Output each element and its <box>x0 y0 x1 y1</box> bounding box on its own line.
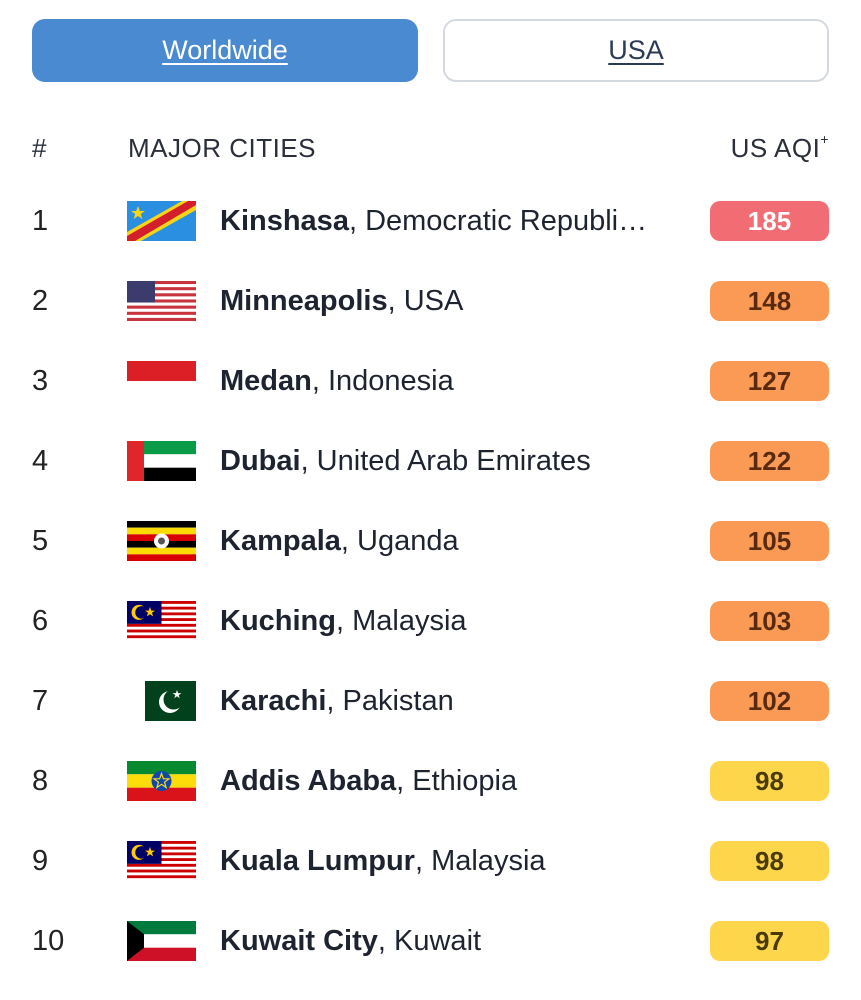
city-name[interactable]: Medan, Indonesia <box>220 341 690 421</box>
aqi-badge: 98 <box>710 761 829 801</box>
city-label: Karachi <box>220 685 327 717</box>
city-name[interactable]: Kampala, Uganda <box>220 501 690 581</box>
city-name[interactable]: Minneapolis, USA <box>220 261 690 341</box>
rank-number: 10 <box>32 925 65 957</box>
aqi-column-header: US AQI+ <box>730 131 829 164</box>
country-label: , United Arab Emirates <box>300 445 591 477</box>
country-label: , USA <box>387 285 464 317</box>
aqi-header-label: US AQI <box>730 133 821 163</box>
city-row[interactable]: 6 Kuching, Malaysia 103 <box>0 581 861 661</box>
city-row[interactable]: 7 Karachi, Pakistan 102 <box>0 661 861 741</box>
city-label: Addis Ababa <box>220 765 397 797</box>
country-label: , Malaysia <box>414 845 546 877</box>
country-label: , Uganda <box>340 525 459 557</box>
id-flag-icon <box>127 361 196 401</box>
aqi-badge: 127 <box>710 361 829 401</box>
city-row[interactable]: 3 Medan, Indonesia 127 <box>0 341 861 421</box>
rank-number: 3 <box>32 365 49 397</box>
my-flag-icon <box>127 841 196 881</box>
city-name[interactable]: Kuwait City, Kuwait <box>220 901 690 981</box>
country-label: , Ethiopia <box>396 765 518 797</box>
ug-flag-icon <box>127 521 196 561</box>
aqi-header-plus: + <box>820 131 829 147</box>
city-label: Medan <box>220 365 312 397</box>
ae-flag-icon <box>127 441 196 481</box>
city-row[interactable]: 4 Dubai, United Arab Emirates 122 <box>0 421 861 501</box>
city-row[interactable]: 10 Kuwait City, Kuwait 97 <box>0 901 861 981</box>
city-label: Kampala <box>220 525 341 557</box>
region-tabs: Worldwide USA <box>32 19 829 82</box>
city-name[interactable]: Dubai, United Arab Emirates <box>220 421 690 501</box>
aqi-badge: 185 <box>710 201 829 241</box>
country-label: , Indonesia <box>311 365 454 397</box>
city-label: Dubai <box>220 445 301 477</box>
city-name[interactable]: Kuala Lumpur, Malaysia <box>220 821 690 901</box>
city-label: Minneapolis <box>220 285 388 317</box>
city-name[interactable]: Kuching, Malaysia <box>220 581 690 661</box>
city-row[interactable]: 8 Addis Ababa, Ethiopia 98 <box>0 741 861 821</box>
aqi-badge: 148 <box>710 281 829 321</box>
country-label: , Democratic Republi… <box>348 205 648 237</box>
rank-number: 7 <box>32 685 49 717</box>
rank-number: 5 <box>32 525 49 557</box>
city-name[interactable]: Karachi, Pakistan <box>220 661 690 741</box>
city-row[interactable]: 9 Kuala Lumpur, Malaysia 98 <box>0 821 861 901</box>
city-label: Kuwait City <box>220 925 378 957</box>
rank-number: 4 <box>32 445 49 477</box>
country-label: , Malaysia <box>336 605 467 637</box>
aqi-badge: 103 <box>710 601 829 641</box>
et-flag-icon <box>127 761 196 801</box>
aqi-badge: 105 <box>710 521 829 561</box>
rank-column-header: # <box>32 133 47 163</box>
my-flag-icon <box>127 601 196 641</box>
aqi-badge: 102 <box>710 681 829 721</box>
aqi-badge: 97 <box>710 921 829 961</box>
rank-number: 2 <box>32 285 49 317</box>
city-label: Kuching <box>220 605 336 637</box>
rank-number: 8 <box>32 765 49 797</box>
country-label: , Kuwait <box>377 925 482 957</box>
tab-worldwide[interactable]: Worldwide <box>32 19 418 82</box>
cities-column-header: MAJOR CITIES <box>128 133 317 163</box>
aqi-badge: 122 <box>710 441 829 481</box>
us-flag-icon <box>127 281 196 321</box>
rank-number: 6 <box>32 605 49 637</box>
aqi-badge: 98 <box>710 841 829 881</box>
city-row[interactable]: 1 Kinshasa, Democratic Republi… 185 <box>0 181 861 261</box>
city-label: Kinshasa <box>220 205 349 237</box>
rank-number: 1 <box>32 205 49 237</box>
tab-usa[interactable]: USA <box>443 19 829 82</box>
kw-flag-icon <box>127 921 196 961</box>
city-row[interactable]: 2 Minneapolis, USA 148 <box>0 261 861 341</box>
city-name[interactable]: Addis Ababa, Ethiopia <box>220 741 690 821</box>
cd-flag-icon <box>127 201 196 241</box>
city-label: Kuala Lumpur <box>220 845 415 877</box>
rank-number: 9 <box>32 845 49 877</box>
city-row[interactable]: 5 Kampala, Uganda 105 <box>0 501 861 581</box>
country-label: , Pakistan <box>326 685 454 717</box>
city-name[interactable]: Kinshasa, Democratic Republi… <box>220 181 690 261</box>
pk-flag-icon <box>127 681 196 721</box>
